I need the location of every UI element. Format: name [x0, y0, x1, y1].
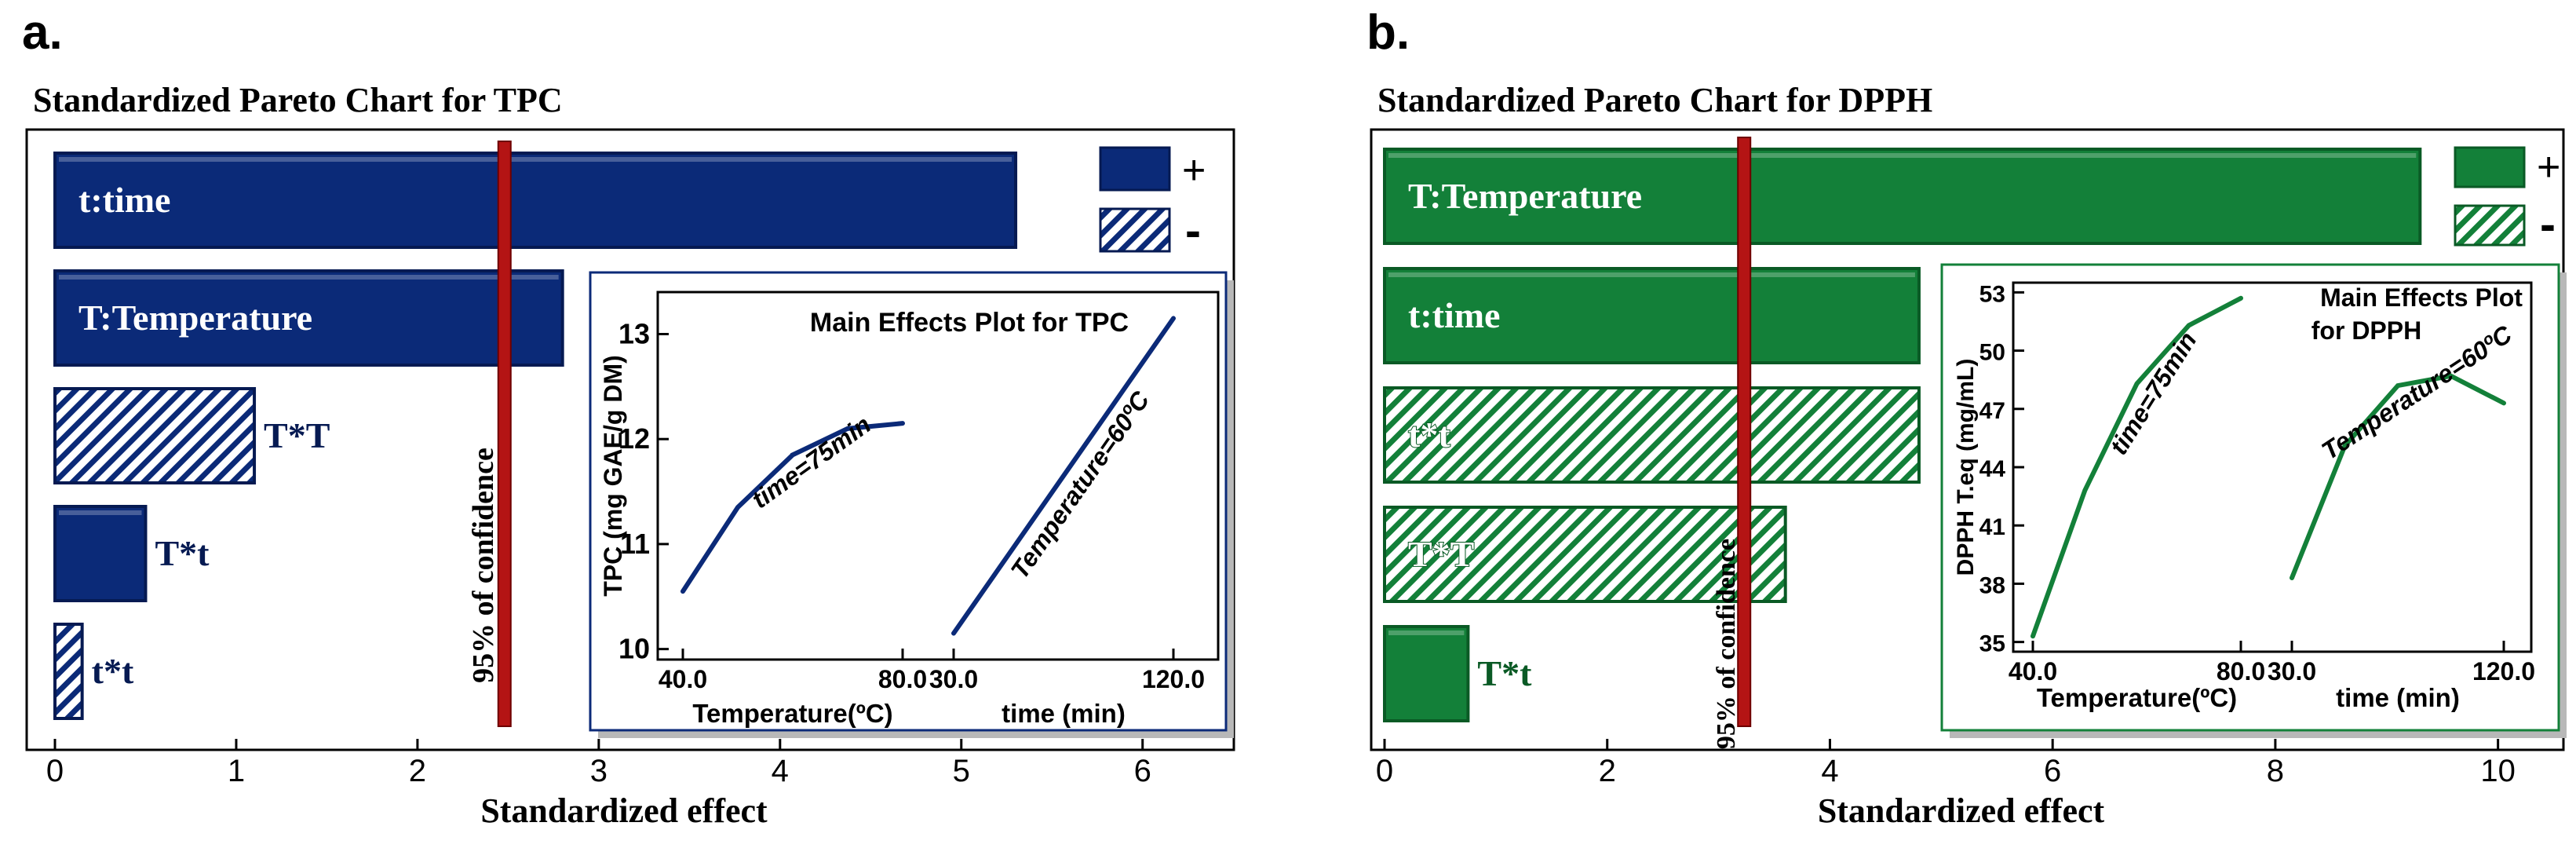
- bar-highlight: [59, 275, 559, 280]
- legend-label-positive: +: [2537, 144, 2560, 190]
- chart-title: Standardized Pareto Chart for DPPH: [1377, 81, 1932, 119]
- bar-label-4: t*t: [92, 651, 134, 691]
- inset-ytick-label: 12: [618, 422, 650, 455]
- legend-swatch-negative: [2454, 204, 2526, 247]
- bar-label-3: T*T: [1408, 534, 1474, 574]
- legend-label-negative: -: [2540, 198, 2556, 250]
- xtick-label: 10: [2480, 754, 2516, 788]
- inset-series-line-0: [680, 421, 905, 594]
- inset-title-line1: Main Effects Plot: [2320, 283, 2523, 312]
- xtick-label: 2: [1599, 754, 1616, 788]
- x-axis-label: Standardized effect: [1818, 791, 2105, 830]
- inset-xtick-label: 120.0: [2472, 657, 2535, 685]
- legend-label-negative: -: [1185, 204, 1201, 257]
- inset-xtick-label: 30.0: [2268, 657, 2316, 685]
- legend-swatch-positive: [2454, 146, 2526, 188]
- inset-ytick-label: 41: [1979, 514, 2005, 540]
- confidence-line: [1737, 137, 1752, 727]
- inset-ytick-label: 47: [1979, 398, 2005, 424]
- inset-xlabel-0: Temperature(ºC): [692, 699, 892, 728]
- bar-label-4: T*t: [1477, 653, 1532, 693]
- inset-xlabel-1: time (min): [2336, 683, 2460, 712]
- legend-swatch-positive: [1099, 146, 1171, 192]
- xtick-label: 5: [953, 754, 970, 788]
- inset-ytick-label: 38: [1979, 572, 2005, 598]
- legend-swatch-negative: [1099, 207, 1171, 253]
- bar-4: [1383, 625, 1470, 722]
- confidence-label: 95% of confidence: [1712, 539, 1741, 749]
- confidence-line: [497, 141, 512, 727]
- inset-xlabel-1: time (min): [1002, 699, 1126, 728]
- bar-label-1: t:time: [1408, 295, 1500, 335]
- bar-highlight: [1388, 272, 1915, 277]
- bar-0: [1383, 148, 2422, 245]
- inset-xtick-label: 40.0: [2009, 657, 2057, 685]
- inset-xtick-label: 120.0: [1142, 665, 1205, 693]
- bar-label-1: T:Temperature: [78, 298, 312, 338]
- pareto-panel-a: a. Standardized Pareto Chart for TPC t:tim…: [22, 5, 1235, 830]
- inset-ytick-label: 50: [1979, 340, 2005, 366]
- inset-xtick-label: 80.0: [2217, 657, 2265, 685]
- chart-title: Standardized Pareto Chart for TPC: [33, 81, 563, 119]
- bar-3: [1383, 506, 1787, 603]
- xtick-label: 3: [590, 754, 608, 788]
- bar-highlight: [59, 510, 142, 515]
- xtick-label: 0: [1376, 754, 1393, 788]
- inset-ytick-label: 53: [1979, 281, 2005, 307]
- bar-3: [53, 505, 148, 602]
- pareto-panel-b: b. Standardized Pareto Chart for DPPH T:Te…: [1366, 5, 2567, 830]
- inset-series-line-1: [2290, 373, 2506, 580]
- inset-ylabel: TPC (mg GAE/g DM): [599, 355, 627, 597]
- bar-1: [53, 269, 564, 367]
- inset-ytick-label: 44: [1979, 456, 2006, 482]
- confidence-label: 95% of confidence: [467, 448, 500, 683]
- xtick-label: 4: [772, 754, 789, 788]
- inset-ytick-label: 10: [618, 633, 650, 665]
- xtick-label: 2: [409, 754, 426, 788]
- inset-xtick-label: 40.0: [659, 665, 707, 693]
- xtick-label: 1: [228, 754, 245, 788]
- xtick-label: 0: [46, 754, 64, 788]
- xtick-label: 8: [2267, 754, 2284, 788]
- inset-title-line2: for DPPH: [2311, 316, 2421, 345]
- inset-xlabel-0: Temperature(ºC): [2037, 683, 2237, 712]
- bar-highlight: [59, 157, 1013, 162]
- bar-2: [53, 387, 257, 484]
- inset-ytick-label: 35: [1979, 631, 2005, 657]
- inset-xtick-label: 30.0: [929, 665, 978, 693]
- xtick-label: 4: [1821, 754, 1838, 788]
- panel-label: b.: [1366, 5, 1410, 60]
- bar-label-2: T*T: [264, 415, 330, 455]
- bar-highlight: [1388, 631, 1465, 635]
- bar-4: [53, 623, 84, 720]
- inset-series-line-1: [951, 316, 1176, 636]
- xtick-label: 6: [2044, 754, 2061, 788]
- inset-plot-frame: [656, 291, 1220, 661]
- inset-ylabel: DPPH T.eq (mg/mL): [1953, 359, 1979, 576]
- panel-label: a.: [22, 5, 63, 60]
- inset-plot-frame: [2012, 281, 2533, 653]
- legend-label-positive: +: [1182, 148, 1206, 193]
- bar-label-0: T:Temperature: [1408, 176, 1642, 216]
- bar-highlight: [1388, 153, 2417, 158]
- inset-title: Main Effects Plot for TPC: [810, 308, 1129, 338]
- bar-label-0: t:time: [78, 180, 170, 220]
- inset-xtick-label: 80.0: [878, 665, 927, 693]
- bar-label-2: t*t: [1408, 415, 1450, 455]
- bar-1: [1383, 267, 1921, 364]
- xtick-label: 6: [1134, 754, 1151, 788]
- inset-series-line-0: [2031, 295, 2243, 639]
- bar-2: [1383, 386, 1921, 484]
- inset-ytick-label: 11: [620, 528, 650, 560]
- x-axis-label: Standardized effect: [480, 791, 768, 830]
- inset-ytick-label: 13: [618, 317, 650, 349]
- bar-0: [53, 152, 1018, 249]
- bar-label-3: T*t: [155, 533, 210, 573]
